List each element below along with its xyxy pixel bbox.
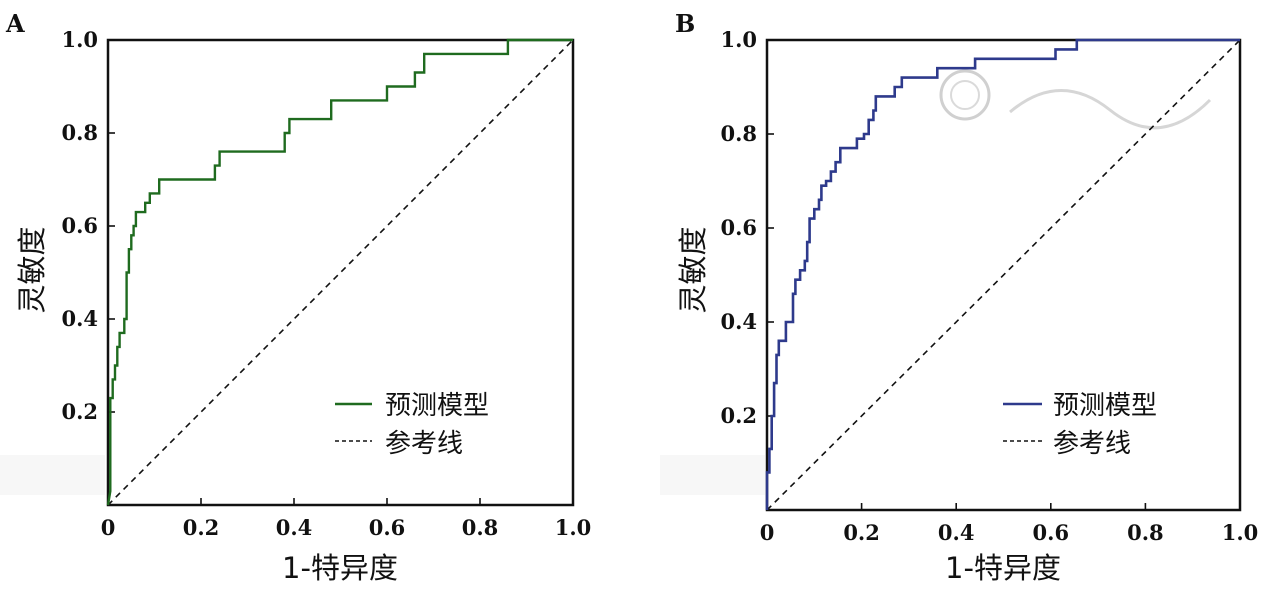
legend-label-reference-a: 参考线 xyxy=(385,429,463,459)
y-tick-label-b: 0.2 xyxy=(720,403,757,428)
legend-b: 预测模型 参考线 xyxy=(990,378,1235,470)
x-tick-label-b: 0.4 xyxy=(938,520,975,545)
y-tick-label-a: 0.8 xyxy=(61,120,98,145)
legend-box-a xyxy=(318,380,568,472)
watermark-seal-inner-icon xyxy=(950,80,980,110)
y-axis-label-a: 灵敏度 xyxy=(15,226,49,313)
x-tick-label-b: 0.6 xyxy=(1033,520,1070,545)
x-tick-label-a: 0.2 xyxy=(183,515,220,540)
x-tick-label-a: 0.4 xyxy=(276,515,313,540)
y-axis-b: 0.2 0.4 0.6 0.8 1.0 xyxy=(720,27,774,428)
x-tick-label-a: 0 xyxy=(101,515,116,540)
y-tick-label-b: 1.0 xyxy=(720,27,757,52)
y-tick-label-b: 0.6 xyxy=(720,215,757,240)
roc-curve-a xyxy=(106,38,573,506)
panel-a: A 0 0.2 0.4 0.6 0.8 1.0 0.2 0.4 0.6 0.8 1.0 预测模型 … xyxy=(5,9,591,585)
panel-letter-b: B xyxy=(675,9,695,38)
x-axis-b: 0 0.2 0.4 0.6 0.8 1.0 xyxy=(760,503,1259,545)
y-tick-label-a: 0.2 xyxy=(61,399,98,424)
legend-box-b xyxy=(990,378,1235,470)
y-tick-label-b: 0.4 xyxy=(720,309,757,334)
legend-label-reference-b: 参考线 xyxy=(1053,429,1131,459)
panel-letter-a: A xyxy=(5,9,25,38)
legend-label-model-b: 预测模型 xyxy=(1053,391,1157,421)
x-tick-label-b: 0 xyxy=(760,520,775,545)
y-axis-label-b: 灵敏度 xyxy=(676,226,710,313)
legend-a: 预测模型 参考线 xyxy=(318,380,568,472)
x-tick-label-a: 0.8 xyxy=(462,515,499,540)
roc-curve-b xyxy=(765,38,1240,510)
x-tick-label-a: 0.6 xyxy=(369,515,406,540)
panel-b: B 0 0.2 0.4 0.6 0.8 1.0 0.2 0.4 0.6 0.8 1.0 预测模型 … xyxy=(675,9,1258,585)
x-axis-label-a: 1-特异度 xyxy=(282,551,398,585)
x-axis-a: 0 0.2 0.4 0.6 0.8 1.0 xyxy=(101,498,592,540)
x-tick-label-b: 0.2 xyxy=(843,520,880,545)
y-tick-label-b: 0.8 xyxy=(720,121,757,146)
background-band xyxy=(660,455,765,495)
journal-watermark xyxy=(939,69,1212,130)
y-tick-label-a: 0.4 xyxy=(61,306,98,331)
watermark-seal-icon xyxy=(939,69,991,121)
legend-label-model-a: 预测模型 xyxy=(385,391,489,421)
y-tick-label-a: 1.0 xyxy=(61,27,98,52)
y-tick-label-a: 0.6 xyxy=(61,213,98,238)
reference-line-b xyxy=(766,39,1241,511)
x-axis-label-b: 1-特异度 xyxy=(945,551,1061,585)
background-band xyxy=(0,455,105,495)
x-tick-label-a: 1.0 xyxy=(555,515,592,540)
watermark-script-icon xyxy=(1009,89,1212,130)
x-tick-label-b: 0.8 xyxy=(1127,520,1164,545)
x-tick-label-b: 1.0 xyxy=(1222,520,1259,545)
y-axis-a: 0.2 0.4 0.6 0.8 1.0 xyxy=(61,27,115,424)
